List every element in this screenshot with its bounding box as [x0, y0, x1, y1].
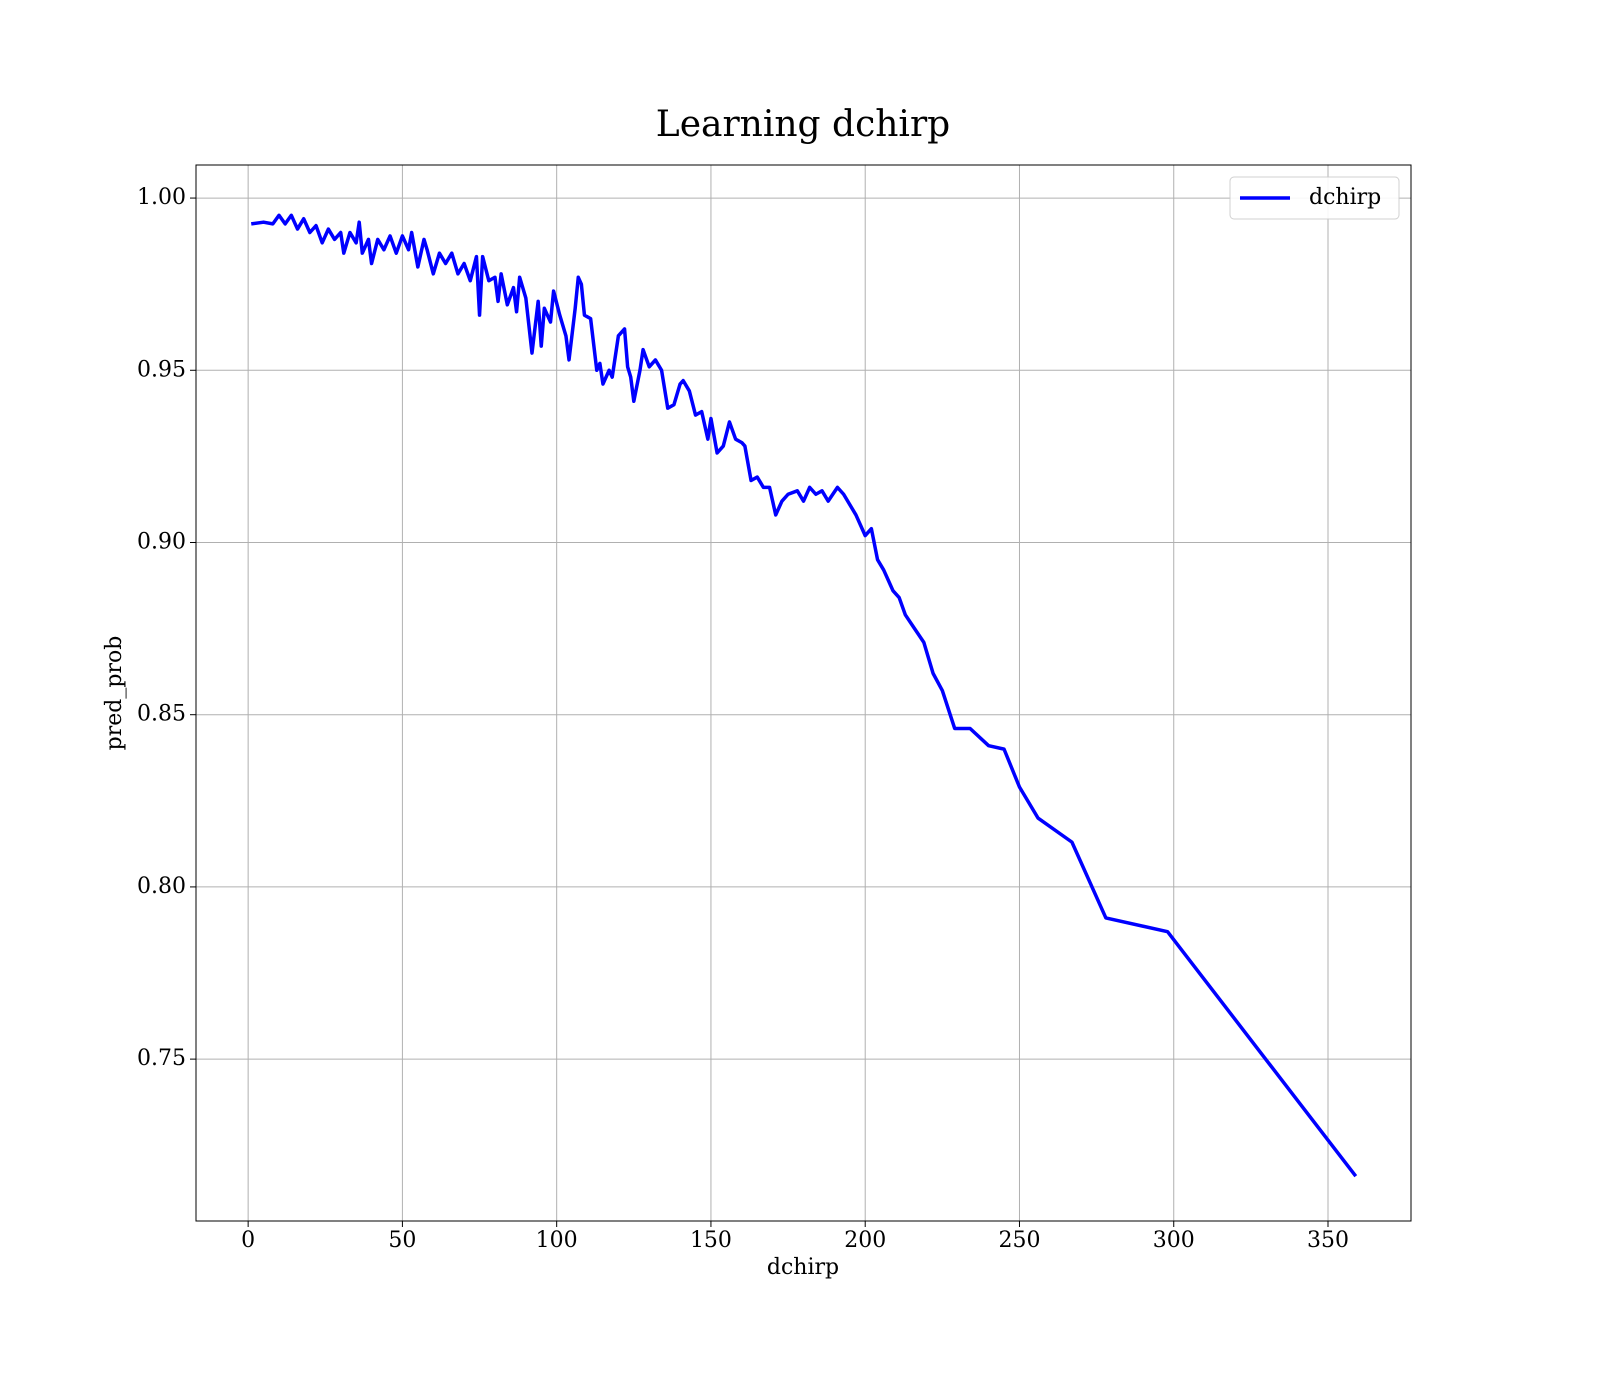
- x-tick-label: 250: [998, 1228, 1040, 1253]
- y-tick-label: 1.00: [137, 185, 186, 210]
- x-tick-label: 200: [844, 1228, 886, 1253]
- legend-label: dchirp: [1309, 185, 1381, 210]
- chart-title: Learning dchirp: [656, 104, 950, 145]
- data-line: [250, 213, 1358, 1178]
- y-tick-label: 0.90: [137, 529, 186, 554]
- y-tick-label: 0.95: [137, 357, 186, 382]
- y-tick-label: 0.75: [137, 1046, 186, 1071]
- x-tick-label: 300: [1153, 1228, 1195, 1253]
- x-tick-label: 100: [536, 1228, 578, 1253]
- plot-frame: [195, 164, 1412, 1222]
- y-axis-label: pred_prob: [102, 636, 127, 751]
- y-tick-label: 0.80: [137, 874, 186, 899]
- y-tick-label: 0.85: [137, 702, 186, 727]
- x-tick-label: 350: [1307, 1228, 1349, 1253]
- x-axis-label: dchirp: [767, 1255, 839, 1280]
- x-tick-label: 50: [388, 1228, 416, 1253]
- x-tick-label: 150: [690, 1228, 732, 1253]
- legend-box: [1229, 176, 1400, 220]
- x-tick-label: 0: [241, 1228, 255, 1253]
